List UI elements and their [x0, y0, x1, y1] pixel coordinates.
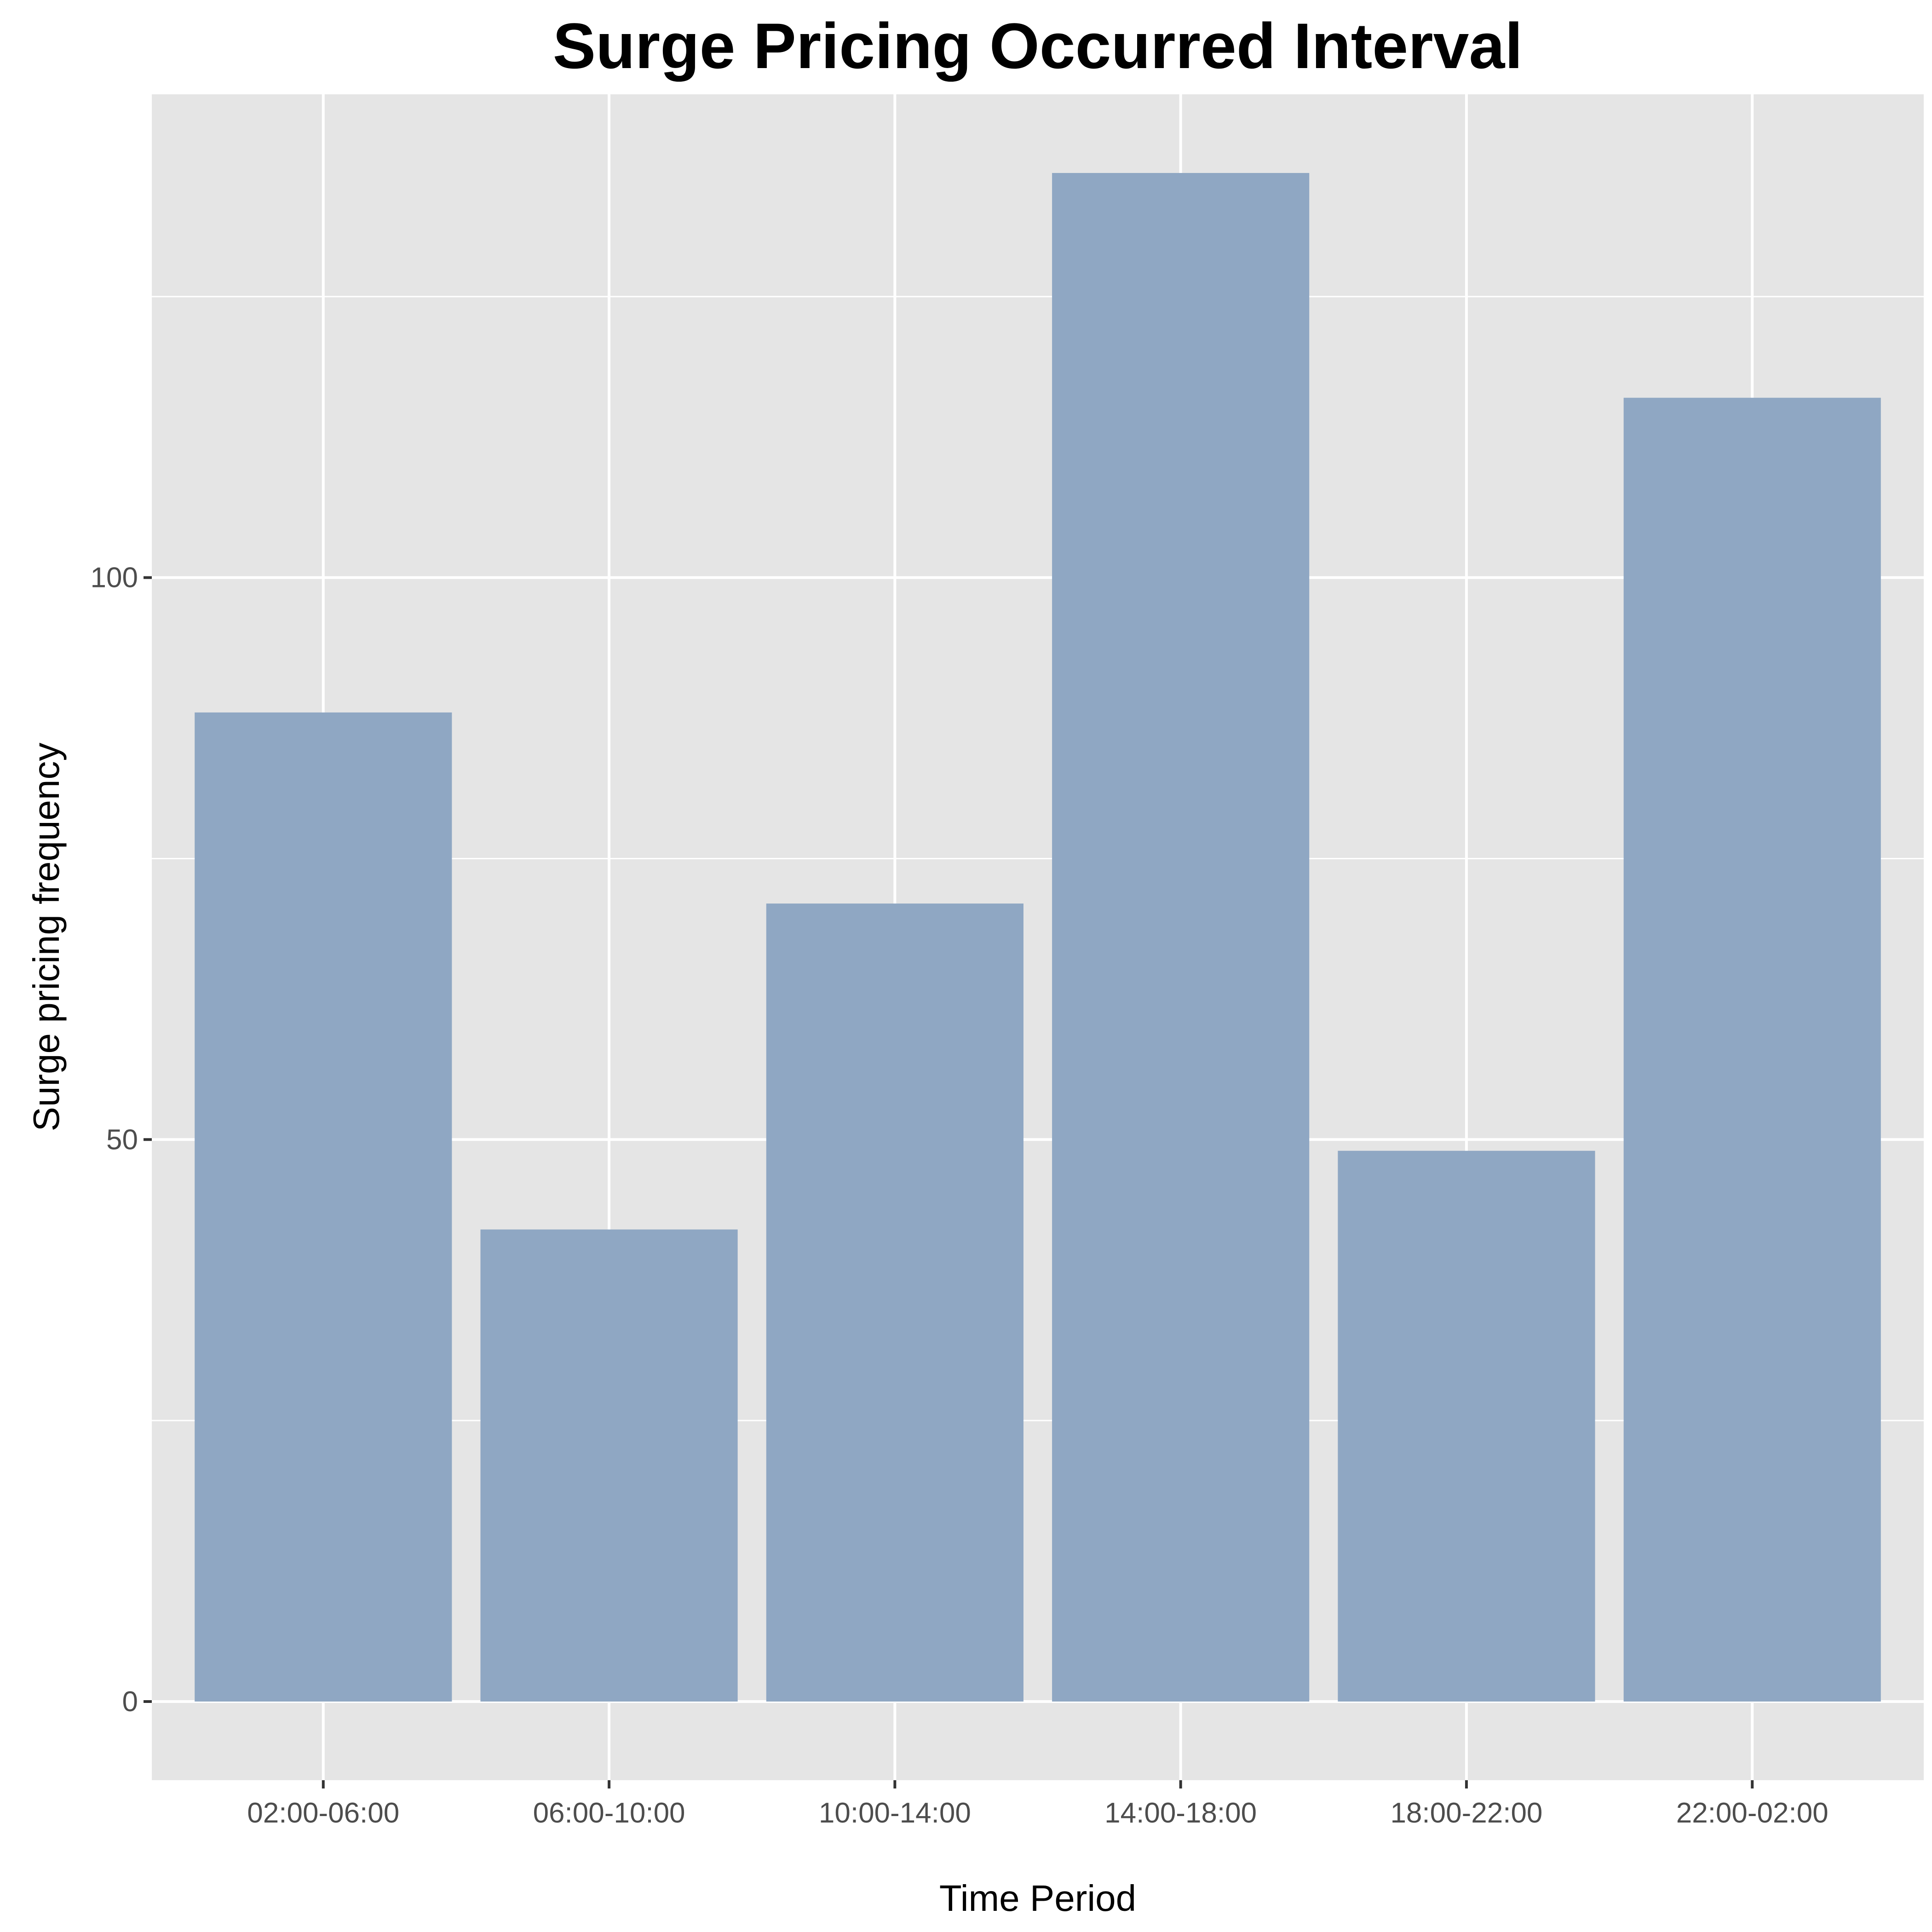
y-axis: 0 50 100 [91, 562, 152, 1718]
bar-10:00-14:00 [766, 903, 1024, 1702]
bar-18:00-22:00 [1338, 1150, 1595, 1702]
y-tick-label: 100 [91, 562, 138, 594]
x-tick-label: 02:00-06:00 [247, 1797, 399, 1829]
x-axis: 02:00-06:00 06:00-10:00 10:00-14:00 14:00-1… [247, 1780, 1828, 1829]
y-tick-label: 50 [106, 1124, 138, 1156]
x-tick-label: 14:00-18:00 [1104, 1797, 1257, 1829]
y-axis-title: Surge pricing frequency [26, 743, 67, 1132]
x-tick-label: 10:00-14:00 [819, 1797, 971, 1829]
bar-22:00-02:00 [1623, 397, 1881, 1702]
x-tick-label: 18:00-22:00 [1390, 1797, 1542, 1829]
x-axis-title: Time Period [939, 1878, 1136, 1919]
bars [195, 173, 1881, 1702]
x-tick-label: 22:00-02:00 [1676, 1797, 1828, 1829]
chart-title: Surge Pricing Occurred Interval [553, 10, 1523, 82]
bar-06:00-10:00 [480, 1229, 738, 1702]
bar-14:00-18:00 [1052, 173, 1310, 1702]
x-tick-label: 06:00-10:00 [533, 1797, 685, 1829]
y-tick-label: 0 [122, 1686, 138, 1718]
bar-02:00-06:00 [195, 712, 452, 1702]
